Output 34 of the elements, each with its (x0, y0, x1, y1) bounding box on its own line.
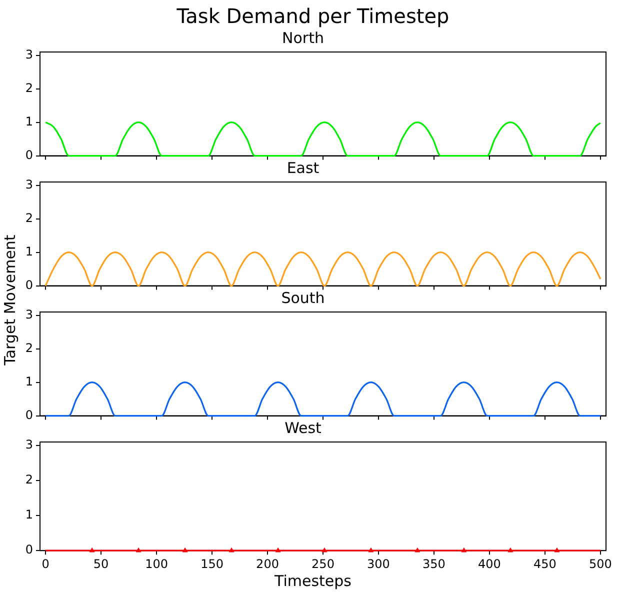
chart-title: West (284, 418, 322, 437)
y-tick-label: 3 (25, 47, 33, 62)
y-tick-label: 1 (25, 374, 33, 388)
x-axis-title: Timesteps (274, 572, 352, 590)
chart-title: East (286, 158, 320, 177)
y-tick-label: 3 (25, 307, 33, 322)
y-tick-label: 2 (25, 80, 33, 95)
y-tick-label: 2 (25, 340, 33, 355)
y-tick-label: 0 (25, 148, 33, 162)
chart-title: Task Demand per Timestep (176, 4, 450, 28)
x-tick-label: 450 (534, 556, 556, 571)
y-tick-label: 3 (25, 177, 33, 192)
x-tick-label: 100 (145, 556, 168, 571)
y-tick-label: 2 (25, 472, 33, 487)
x-tick-label: 250 (312, 556, 334, 571)
y-tick-label: 1 (25, 244, 33, 258)
x-tick-label: 0 (42, 556, 50, 571)
y-tick-label: 0 (25, 278, 33, 292)
y-axis-title: Target Movement (1, 234, 19, 366)
x-tick-label: 500 (589, 556, 612, 571)
x-tick-label: 50 (93, 556, 109, 571)
chart-subtitle: North (282, 28, 324, 47)
y-tick-label: 2 (25, 210, 33, 225)
x-tick-label: 150 (200, 556, 224, 571)
x-tick-label: 300 (367, 556, 390, 571)
y-tick-label: 1 (25, 508, 33, 522)
y-tick-label: 0 (25, 408, 33, 422)
y-tick-label: 1 (25, 114, 33, 128)
y-tick-label: 3 (25, 438, 33, 452)
y-tick-label: 0 (25, 542, 33, 557)
x-tick-label: 400 (478, 556, 501, 571)
x-tick-label: 200 (256, 556, 279, 571)
x-tick-label: 350 (422, 556, 446, 571)
chart-title: South (281, 288, 325, 307)
